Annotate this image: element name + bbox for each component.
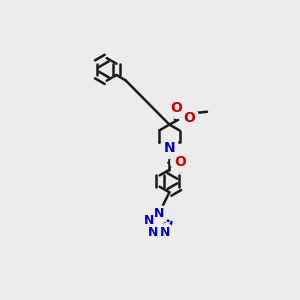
Text: N: N: [144, 214, 154, 227]
Text: N: N: [148, 226, 158, 239]
Text: N: N: [154, 207, 164, 220]
Text: O: O: [170, 101, 182, 116]
Text: O: O: [174, 155, 186, 169]
Text: N: N: [160, 226, 170, 239]
Text: O: O: [183, 111, 195, 125]
Text: N: N: [164, 141, 175, 155]
